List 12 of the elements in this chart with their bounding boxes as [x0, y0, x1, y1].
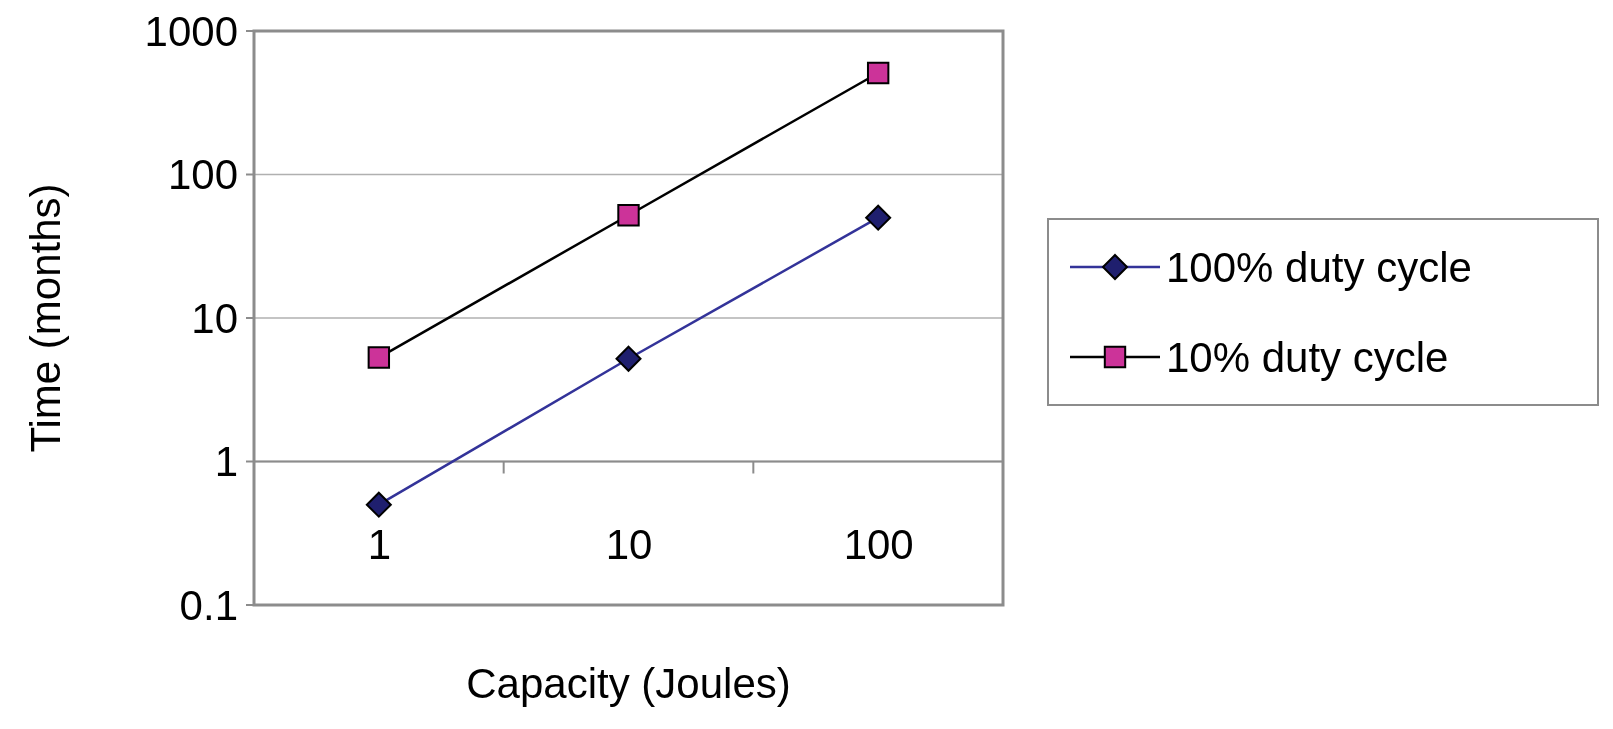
y-axis-title: Time (months) — [22, 183, 69, 453]
y-tick-label: 1 — [214, 438, 238, 485]
x-tick-label: 100 — [843, 521, 914, 569]
legend-label: 100% duty cycle — [1166, 243, 1472, 291]
x-tick-label: 1 — [367, 521, 392, 569]
y-tick-label: 10 — [191, 294, 238, 342]
legend-label: 10% duty cycle — [1166, 333, 1449, 381]
x-tick-label: 10 — [605, 521, 653, 569]
y-tick-label: 0.1 — [179, 581, 238, 629]
y-tick-label: 100 — [167, 151, 238, 198]
x-axis-title: Capacity (Joules) — [466, 660, 791, 707]
y-tick-label: 1000 — [144, 7, 238, 55]
